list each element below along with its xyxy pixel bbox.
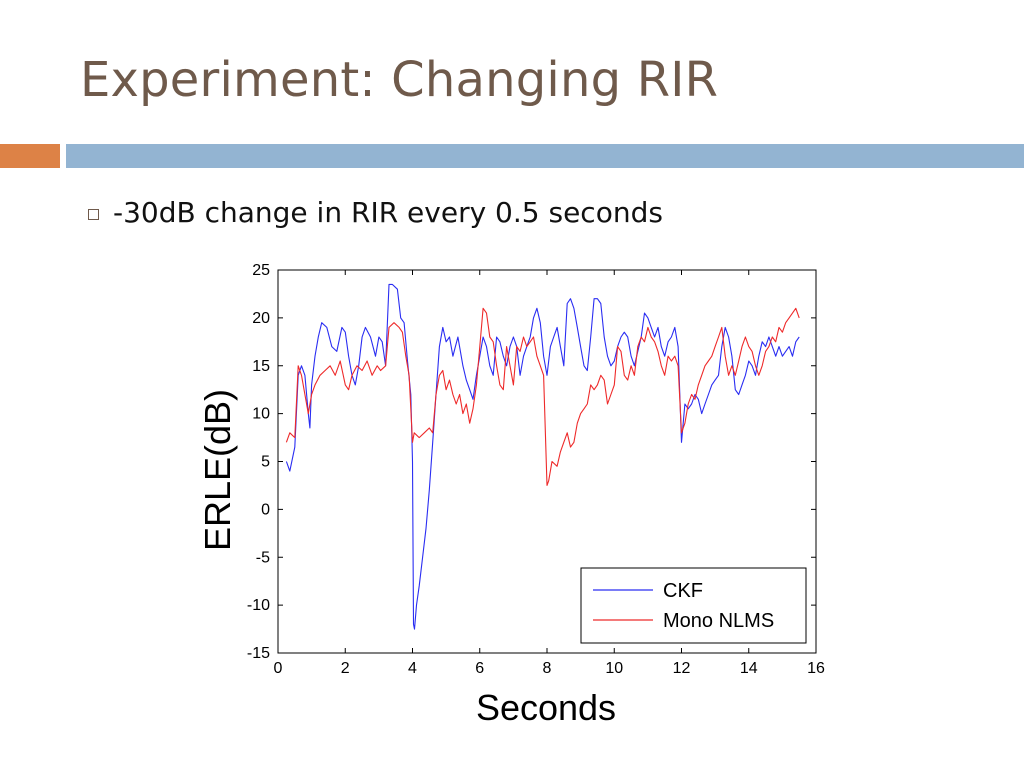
square-bullet-icon — [88, 209, 99, 220]
y-tick-label: -15 — [247, 645, 270, 662]
y-tick-label: 5 — [261, 454, 270, 471]
x-tick-label: 4 — [408, 660, 417, 677]
bullet-item: -30dB change in RIR every 0.5 seconds — [88, 196, 663, 229]
x-tick-label: 0 — [274, 660, 283, 677]
legend-label: CKF — [663, 580, 703, 602]
y-tick-label: -10 — [247, 597, 270, 614]
y-tick-label: 10 — [252, 406, 270, 423]
header-bar — [66, 144, 1024, 168]
plot-series — [285, 283, 800, 630]
legend-box — [580, 567, 807, 644]
tick-labels: 0 2 4 6 8 10 12 14 16 25 20 15 10 5 0 -5 -10 -15 — [247, 262, 825, 677]
slide-title: Experiment: Changing RIR — [80, 52, 719, 108]
bullet-text: -30dB change in RIR every 0.5 seconds — [113, 196, 663, 229]
y-axis-label: ERLE(dB) — [197, 389, 238, 551]
legend-label: Mono NLMS — [663, 610, 774, 632]
y-tick-label: 20 — [252, 310, 270, 327]
chart-legend: CKF Mono NLMS — [580, 567, 807, 644]
x-tick-label: 8 — [543, 660, 552, 677]
y-tick-label: 15 — [252, 358, 270, 375]
x-tick-label: 6 — [475, 660, 484, 677]
x-tick-label: 10 — [605, 660, 623, 677]
accent-bar — [0, 144, 60, 168]
y-tick-label: 0 — [261, 501, 270, 518]
y-tick-label: -5 — [256, 549, 270, 566]
x-tick-label: 14 — [740, 660, 758, 677]
series-line-ckf — [285, 283, 800, 630]
x-axis-label: Seconds — [476, 687, 616, 728]
series-line-mono-nlms — [285, 307, 800, 486]
y-tick-label: 25 — [252, 262, 270, 279]
x-tick-label: 2 — [341, 660, 350, 677]
x-tick-label: 16 — [807, 660, 825, 677]
x-tick-label: 12 — [673, 660, 691, 677]
